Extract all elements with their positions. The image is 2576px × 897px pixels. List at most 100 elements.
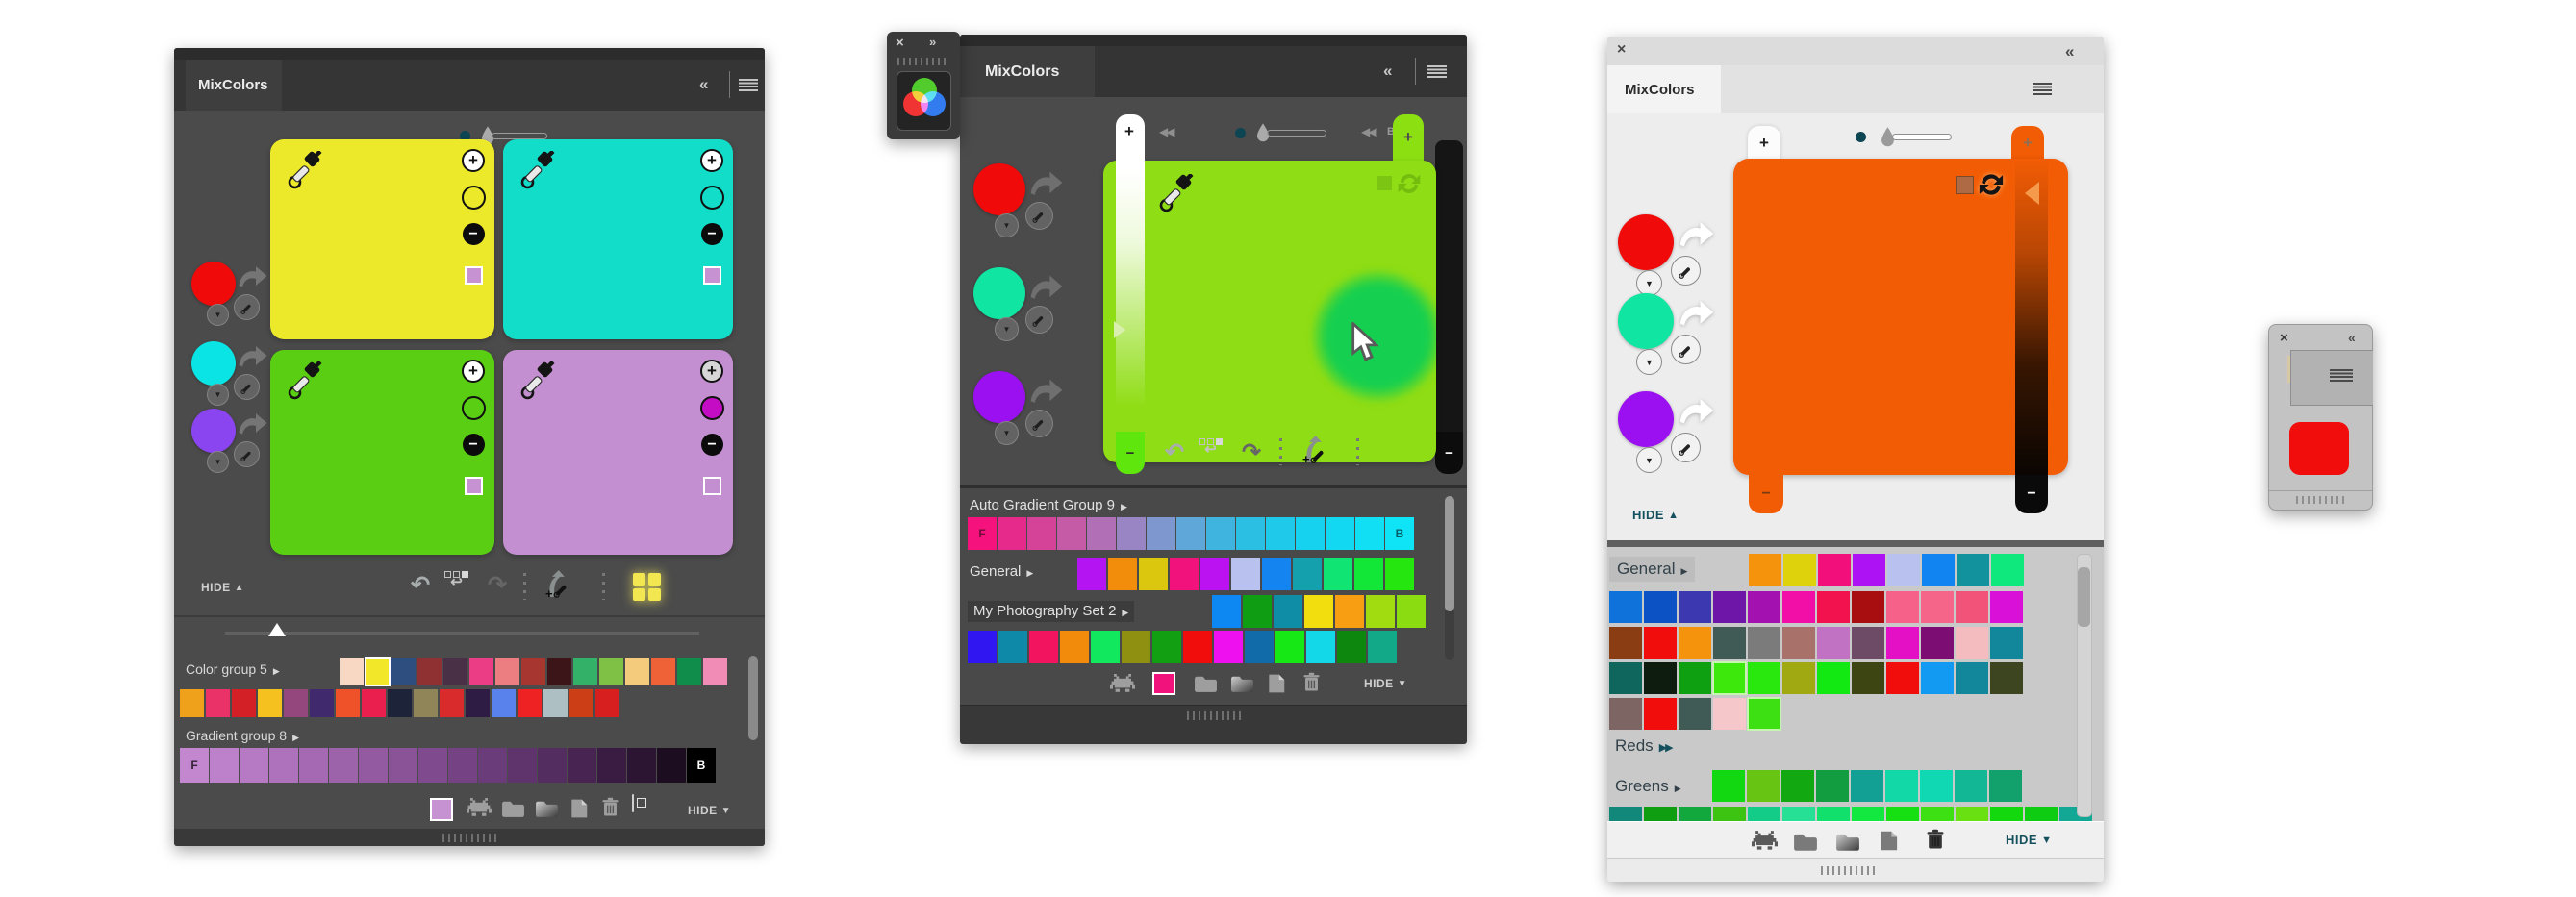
flow-slider[interactable] [1880, 126, 1952, 148]
send-to-back-icon[interactable]: ◀◀ [1361, 125, 1377, 138]
scrollbar-thumb[interactable] [2078, 567, 2090, 627]
gradient-swatch[interactable] [210, 748, 239, 783]
swatch[interactable] [232, 689, 256, 717]
swatch[interactable] [440, 689, 464, 717]
swatch[interactable] [206, 689, 230, 717]
swatch[interactable] [1817, 662, 1850, 694]
swatch[interactable] [547, 658, 571, 685]
swatch[interactable] [1335, 595, 1364, 628]
source-dropdown-button[interactable]: ▼ [1636, 270, 1662, 296]
gradient-swatch[interactable] [1236, 517, 1265, 550]
swatch[interactable] [340, 658, 364, 685]
swatch[interactable] [2025, 807, 2058, 821]
gradient-swatch[interactable] [627, 748, 656, 783]
collapse-panel-icon[interactable]: « [2065, 42, 2075, 61]
swatch[interactable] [1644, 662, 1677, 694]
mixing-pad-lilac[interactable]: + − [503, 350, 733, 555]
swatch[interactable] [1991, 554, 2024, 586]
resize-handle[interactable] [2296, 496, 2344, 504]
gradient-swatch[interactable] [240, 748, 268, 783]
swatch[interactable] [1122, 631, 1150, 663]
add-black-tab[interactable]: + [1393, 114, 1424, 161]
folder-gradient-icon[interactable] [1835, 832, 1860, 852]
swatch[interactable] [469, 658, 493, 685]
add-color-button[interactable]: + [700, 360, 723, 383]
source-color-cyan[interactable] [191, 341, 236, 386]
swatch[interactable] [1852, 591, 1884, 623]
source-dropdown-button[interactable]: ▼ [1636, 447, 1662, 473]
strip-handle-icon[interactable] [2025, 182, 2039, 205]
swap-refresh-icon[interactable] [1396, 170, 1423, 197]
folder-gradient-icon[interactable] [535, 799, 559, 818]
swatch[interactable] [495, 658, 519, 685]
color-group-label[interactable]: General ▶ [1609, 557, 1696, 582]
swatch[interactable] [1091, 631, 1120, 663]
swatch[interactable] [1782, 662, 1815, 694]
swatch[interactable] [1385, 558, 1414, 590]
swatch[interactable] [1990, 662, 2023, 694]
pad-mini-swatch[interactable] [464, 266, 483, 285]
black-mix-strip[interactable] [2015, 159, 2048, 475]
gradient-swatch[interactable] [1266, 517, 1295, 550]
swatch[interactable] [1920, 770, 1953, 802]
close-icon[interactable]: × [2280, 330, 2288, 346]
invader-icon[interactable] [1110, 674, 1135, 693]
swatch[interactable] [1274, 595, 1302, 628]
new-swatch-icon[interactable] [569, 798, 589, 819]
swatch[interactable] [388, 689, 412, 717]
gradient-swatch[interactable] [1147, 517, 1175, 550]
redo-button[interactable]: ↷ [488, 572, 508, 598]
source-dropdown-button[interactable]: ▼ [1636, 349, 1662, 375]
resize-handle[interactable] [442, 834, 496, 842]
swatch[interactable] [1231, 558, 1260, 590]
hide-mixer-button[interactable]: HIDE ▲ [201, 581, 245, 594]
swatch[interactable] [1852, 627, 1884, 659]
black-mix-strip[interactable] [1435, 140, 1463, 467]
four-pad-view-toggle[interactable] [633, 573, 661, 601]
mixcolors-app-icon[interactable] [897, 71, 951, 131]
swatch[interactable] [1956, 807, 1988, 821]
swatch[interactable] [1243, 595, 1272, 628]
swatch[interactable] [1200, 558, 1229, 590]
flow-slider[interactable] [1255, 122, 1326, 143]
mixing-pad-turquoise[interactable]: + − [503, 139, 733, 339]
swatch[interactable] [1354, 558, 1383, 590]
swatch[interactable] [336, 689, 360, 717]
source-dropdown-button[interactable]: ▼ [995, 421, 1019, 445]
color-group-label[interactable]: General ▶ [970, 563, 1034, 580]
pad-mini-swatch[interactable] [464, 477, 483, 495]
swatch[interactable] [1817, 807, 1850, 821]
swatch[interactable] [1609, 627, 1642, 659]
swatch[interactable] [1609, 591, 1642, 623]
restore-mixer-button[interactable]: ↩ [444, 571, 468, 589]
panel-menu-icon[interactable] [1427, 65, 1447, 78]
pad-color-ring[interactable] [461, 396, 486, 420]
source-color-red[interactable] [191, 262, 236, 306]
apply-arrow-icon[interactable] [238, 411, 268, 436]
gradient-swatch[interactable]: B [687, 748, 716, 783]
swatch[interactable] [443, 658, 467, 685]
swatch[interactable] [1886, 807, 1919, 821]
swatch[interactable] [1679, 591, 1711, 623]
swatch[interactable] [1990, 807, 2023, 821]
gradient-swatch[interactable] [597, 748, 626, 783]
swatch[interactable] [521, 658, 545, 685]
gradient-swatch[interactable] [269, 748, 298, 783]
gradient-swatch[interactable] [508, 748, 537, 783]
current-color-swatch[interactable] [2289, 422, 2349, 475]
swatch[interactable] [1782, 591, 1815, 623]
swatch[interactable] [1324, 558, 1352, 590]
source-color-springgreen[interactable] [973, 267, 1025, 319]
opacity-dot-indicator[interactable] [1235, 128, 1246, 138]
panel-menu-icon[interactable] [739, 79, 758, 91]
swatch[interactable] [1306, 631, 1335, 663]
gradient-swatch[interactable] [329, 748, 358, 783]
gradient-swatch[interactable] [538, 748, 567, 783]
swatch[interactable] [1816, 770, 1849, 802]
apply-arrow-icon[interactable] [238, 264, 268, 289]
gradient-swatch[interactable]: F [180, 748, 209, 783]
scrollbar-thumb[interactable] [748, 656, 758, 740]
gradient-swatch[interactable] [478, 748, 507, 783]
gradient-swatch[interactable] [299, 748, 328, 783]
tab-mixcolors[interactable]: MixColors [1607, 65, 1721, 113]
